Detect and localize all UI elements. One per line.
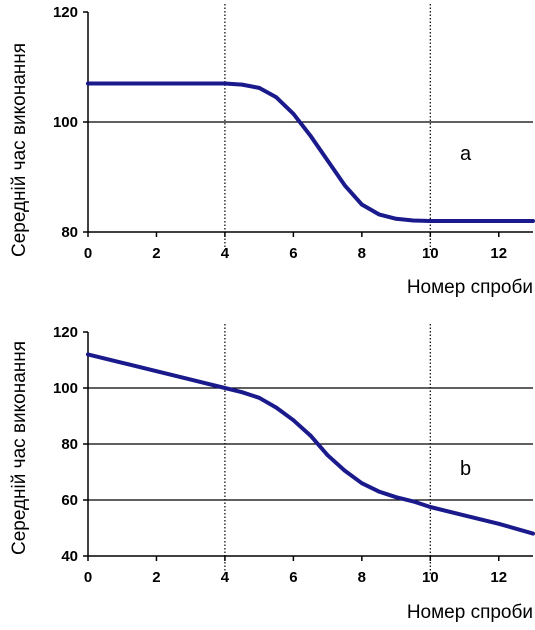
x-tick-label: 6: [289, 569, 297, 586]
panel-b-x-ticks: 0 2 4 6 8 10 12: [84, 556, 507, 586]
x-tick-label: 0: [84, 245, 92, 262]
x-tick-label: 4: [221, 569, 230, 586]
data-point: [428, 219, 433, 223]
data-point: [257, 396, 261, 400]
panel-a-label: a: [460, 143, 472, 165]
data-point: [325, 158, 330, 163]
panel-b-y-axis-label: Середній час виконання: [9, 341, 30, 555]
data-point: [360, 202, 364, 207]
panel-a-dotted-lines: [224, 4, 431, 250]
data-point: [291, 418, 296, 423]
panel-b-y-ticks: 40 60 80 100 120: [53, 324, 88, 565]
x-tick-label: 6: [289, 245, 297, 262]
panel-b-gridlines: [88, 387, 533, 501]
data-point: [86, 352, 90, 357]
data-point: [120, 81, 125, 86]
panel-a-x-axis-label: Номер спроби: [407, 277, 533, 298]
data-point: [274, 405, 279, 410]
data-point: [428, 505, 433, 509]
y-tick-label: 100: [53, 380, 78, 397]
data-point: [377, 212, 381, 217]
x-tick-label: 12: [490, 569, 507, 586]
data-point: [154, 81, 159, 86]
y-tick-label: 80: [61, 224, 78, 241]
data-point: [531, 219, 535, 223]
y-tick-label: 80: [61, 436, 78, 453]
x-tick-label: 2: [152, 569, 160, 586]
x-tick-label: 8: [358, 245, 366, 262]
data-point: [86, 81, 90, 86]
x-tick-label: 0: [84, 569, 92, 586]
x-tick-label: 2: [152, 245, 160, 262]
data-point: [342, 468, 347, 473]
y-tick-label: 120: [53, 324, 78, 341]
y-tick-label: 60: [61, 492, 78, 509]
x-tick-label: 10: [422, 569, 439, 586]
panel-b-label: b: [460, 458, 471, 480]
data-point: [394, 495, 398, 500]
series-line: [86, 352, 535, 536]
data-point: [360, 481, 364, 486]
data-point: [188, 81, 193, 86]
data-point: [377, 489, 381, 494]
panel-a-series: [86, 81, 535, 223]
data-point: [531, 531, 535, 536]
panel-a-y-ticks: 80 100 120: [53, 4, 88, 241]
x-tick-label: 10: [422, 245, 439, 262]
panel-a-y-axis-label: Середній час виконання: [9, 43, 30, 257]
data-point: [223, 81, 227, 86]
data-point: [325, 453, 330, 458]
data-point: [291, 111, 296, 116]
x-tick-label: 12: [490, 245, 507, 262]
data-point: [411, 499, 415, 504]
data-point: [496, 219, 501, 223]
y-tick-label: 40: [61, 548, 78, 565]
data-point: [411, 218, 415, 223]
panel-b-x-axis-label: Номер спроби: [407, 602, 533, 623]
panel-b-dotted-lines: [224, 324, 431, 574]
data-point: [342, 183, 347, 188]
data-point: [462, 219, 467, 223]
data-point: [240, 390, 244, 395]
y-tick-label: 120: [53, 4, 78, 21]
data-point: [274, 95, 279, 100]
data-point: [445, 219, 450, 223]
data-point: [120, 361, 125, 365]
data-point: [188, 377, 193, 382]
data-point: [496, 522, 501, 526]
data-point: [462, 513, 467, 518]
panel-b-series: [86, 352, 535, 536]
y-tick-label: 100: [53, 114, 78, 131]
data-point: [240, 82, 244, 87]
panel-b-chart: 40 60 80 100 120 0 2 4 6 8 10 12 b Номер спроби Се…: [9, 324, 535, 623]
data-point: [308, 433, 313, 438]
data-point: [223, 386, 227, 390]
x-tick-label: 4: [221, 245, 230, 262]
data-point: [257, 86, 261, 90]
x-tick-label: 8: [358, 569, 366, 586]
panel-a-x-ticks: 0 2 4 6 8 10 12: [84, 232, 507, 262]
panel-a-chart: 80 100 120 0 2 4 6 8 10 12 a Номер спроби Середн…: [9, 4, 535, 298]
data-point: [154, 369, 159, 374]
data-point: [308, 133, 313, 138]
data-point: [394, 217, 398, 221]
